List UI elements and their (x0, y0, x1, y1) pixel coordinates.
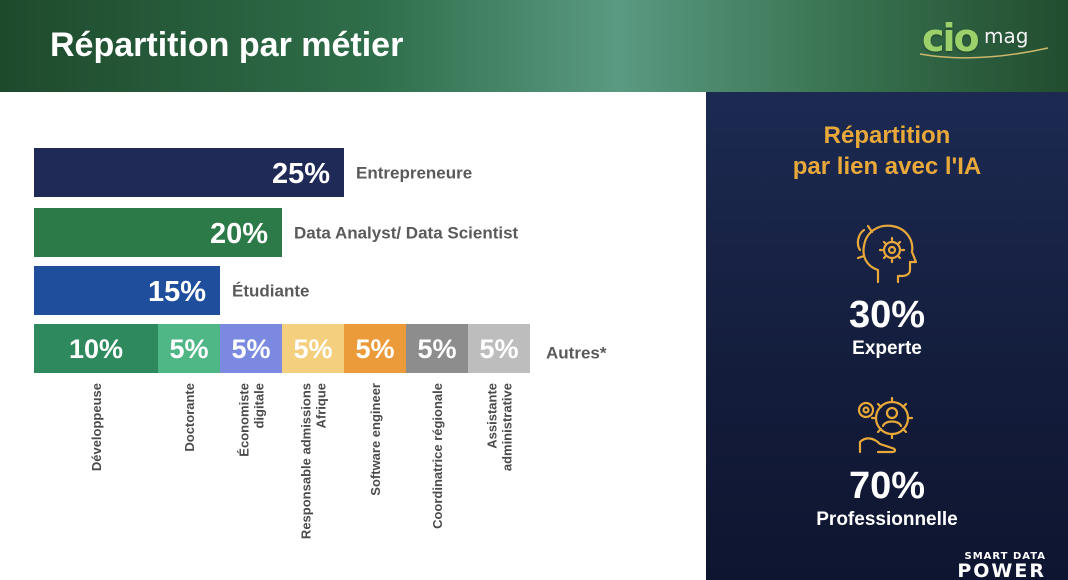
stat-expert-value: 30% (848, 294, 926, 336)
segment-sublabel-3-0: Responsable admissions (299, 383, 314, 539)
stat-expert-label: Experte (852, 338, 922, 359)
bar-value-label-3-6: 5% (479, 334, 518, 364)
bar-segment-2-0 (34, 266, 220, 315)
professional-gear-icon (852, 394, 922, 461)
bar-value-label-3-0: 10% (69, 334, 123, 364)
side-panel-title: Répartition par lien avec l'IA (706, 120, 1068, 182)
bar-segment-1-0 (34, 208, 282, 257)
segment-sublabel-1-0: Doctorante (182, 383, 197, 452)
bar-value-label-2-0: 15% (148, 276, 206, 308)
bar-segment-3-0 (34, 324, 158, 373)
bar-segment-3-2 (220, 324, 282, 373)
segment-sublabel-6-1: administrative (500, 383, 515, 471)
category-label-0: Entrepreneure (356, 164, 472, 183)
side-title-line-1: Répartition (823, 122, 951, 149)
bar-segment-3-6 (468, 324, 530, 373)
stat-professional-label: Professionnelle (816, 509, 958, 530)
bar-segment-3-3 (282, 324, 344, 373)
bar-segment-3-5 (406, 324, 468, 373)
bar-segment-0-0 (34, 148, 344, 197)
smart-data-power-logo: SMART DATA POWER (957, 551, 1046, 580)
logo-sub-text: mag (984, 24, 1029, 48)
category-label-2: Étudiante (232, 282, 309, 301)
header-banner: Répartition par métier cio mag (0, 0, 1068, 92)
bar-value-label-1-0: 20% (210, 218, 268, 250)
segment-sublabel-4-0: Software engineer (368, 383, 383, 496)
category-label-3: Autres* (546, 344, 607, 363)
segment-sublabel-2-1: digitale (252, 383, 267, 429)
bar-value-label-3-4: 5% (355, 334, 394, 364)
logo-swoosh-icon (919, 47, 1049, 59)
bar-segment-3-1 (158, 324, 220, 373)
ai-link-panel: Répartition par lien avec l'IA 30% Exper… (706, 92, 1068, 580)
bar-chart-svg: 25% Entrepreneure 20% Data Analyst/ Data Sc… (34, 148, 607, 539)
logo-main-text: cio (922, 16, 980, 60)
ciomag-logo: cio mag (916, 14, 1052, 62)
segment-sublabel-6-0: Assistante (485, 383, 500, 449)
segment-sublabel-2-0: Économiste (237, 383, 252, 457)
stat-professional-value: 70% (848, 465, 926, 507)
segment-sublabel-5-0: Coordinatrice régionale (430, 383, 445, 529)
category-label-1: Data Analyst/ Data Scientist (294, 224, 519, 243)
segment-sublabel-0-0: Développeuse (89, 383, 104, 471)
page-title: Répartition par métier (50, 26, 404, 64)
bar-value-label-3-1: 5% (169, 334, 208, 364)
head-gear-icon (852, 220, 922, 291)
bar-segment-3-4 (344, 324, 406, 373)
brand-bottom-text: POWER (957, 560, 1046, 580)
bar-value-label-3-2: 5% (231, 334, 270, 364)
bar-value-label-0-0: 25% (272, 158, 330, 190)
bar-value-label-3-3: 5% (293, 334, 332, 364)
brand-top-text: SMART DATA (964, 551, 1046, 562)
bar-value-label-3-5: 5% (417, 334, 456, 364)
segment-sublabel-3-1: Afrique (314, 383, 329, 429)
profession-chart: 25% Entrepreneure 20% Data Analyst/ Data Sc… (0, 92, 706, 580)
side-title-line-2: par lien avec l'IA (792, 153, 982, 180)
